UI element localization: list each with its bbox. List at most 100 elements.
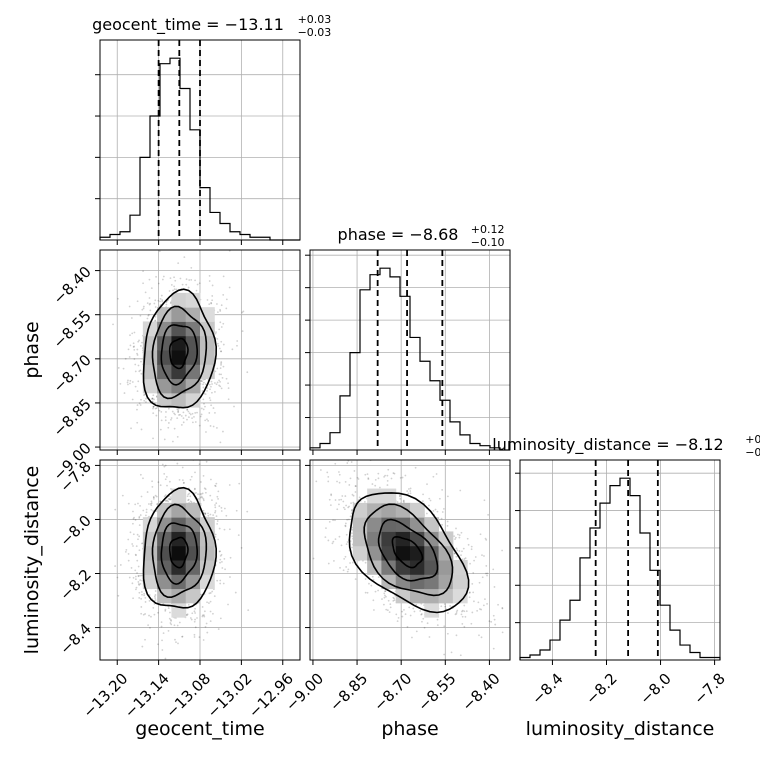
sample-point [139,579,141,581]
sample-point [483,555,485,557]
sample-point [392,597,394,599]
sample-point [146,511,148,513]
sample-point [210,620,212,622]
sample-point [461,623,463,625]
sample-point [224,529,226,531]
sample-point [139,524,141,526]
sample-point [466,610,468,612]
sample-point [228,387,230,389]
sample-point [219,348,221,350]
sample-point [136,545,138,547]
sample-point [375,446,377,448]
sample-point [215,536,217,538]
sample-point [168,408,170,410]
sample-point [209,592,211,594]
y-axis-label-luminosity_distance: luminosity_distance [21,466,43,655]
sample-point [140,373,142,375]
sample-point [444,606,446,608]
sample-point [463,605,465,607]
sample-point [346,543,348,545]
sample-point [370,585,372,587]
sample-point [194,636,196,638]
sample-point [455,528,457,530]
sample-point [351,509,353,511]
sample-point [397,501,399,503]
sample-point [135,371,137,373]
sample-point [227,604,229,606]
sample-point [177,625,179,627]
sample-point [205,393,207,395]
sample-point [165,465,167,467]
sample-point [497,604,499,606]
sample-point [182,284,184,286]
sample-point [353,495,355,497]
sample-point [501,550,503,552]
sample-point [327,481,329,483]
sample-point [339,567,341,569]
sample-point [210,399,212,401]
sample-point [194,488,196,490]
sample-point [127,382,129,384]
sample-point [437,624,439,626]
sample-point [383,604,385,606]
sample-point [343,558,345,560]
sample-point [347,571,349,573]
sample-point [170,242,172,244]
sample-point [205,626,207,628]
sample-point [146,509,148,511]
sample-point [217,311,219,313]
sample-point [195,421,197,423]
sample-point [229,576,231,578]
sample-point [159,301,161,303]
sample-point [160,429,162,431]
sample-point [336,508,338,510]
sample-point [152,412,154,414]
sample-point [349,562,351,564]
sample-point [350,515,352,517]
sample-point [122,495,124,497]
sample-point [447,495,449,497]
sample-point [405,613,407,615]
sample-point [170,419,172,421]
scatter-panel-geocent_time-phase [95,242,300,461]
sample-point [211,295,213,297]
sample-point [219,321,221,323]
sample-point [387,469,389,471]
y-tick-label-luminosity_distance: −8.0 [56,512,94,550]
sample-point [210,514,212,516]
density-cell [171,293,186,308]
sample-point [132,582,134,584]
sample-point [329,521,331,523]
sample-point [351,532,353,534]
sample-point [190,500,192,502]
sample-point [347,541,349,543]
sample-point [221,507,223,509]
sample-point [131,567,133,569]
sample-point [231,348,233,350]
sample-point [490,621,492,623]
sample-point [407,626,409,628]
sample-point [472,572,474,574]
sample-point [330,494,332,496]
sample-point [134,504,136,506]
sample-point [187,499,189,501]
sample-point [133,533,135,535]
x-tick-label-luminosity_distance: −8.2 [582,670,620,708]
sample-point [493,615,495,617]
sample-point [346,462,348,464]
sample-point [385,609,387,611]
sample-point [389,603,391,605]
sample-point [205,492,207,494]
sample-point [147,318,149,320]
sample-point [222,377,224,379]
sample-point [486,575,488,577]
sample-point [117,298,119,300]
sample-point [165,419,167,421]
sample-point [220,341,222,343]
sample-point [175,641,177,643]
sample-point [151,500,153,502]
sample-point [207,420,209,422]
sample-point [333,560,335,562]
sample-point [175,288,177,290]
